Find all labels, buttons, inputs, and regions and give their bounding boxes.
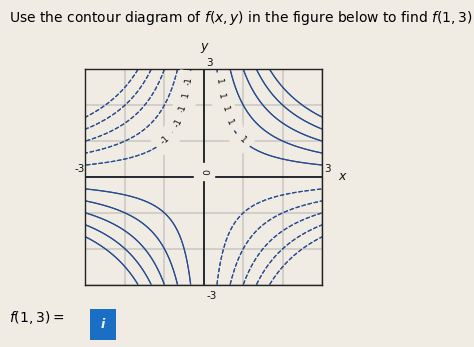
Text: -1: -1: [184, 76, 194, 87]
Text: -1: -1: [177, 103, 189, 115]
Text: 0: 0: [200, 169, 208, 175]
Text: 1: 1: [225, 118, 235, 127]
Text: 1: 1: [219, 105, 230, 113]
Text: x: x: [338, 170, 346, 184]
Text: Use the contour diagram of $f(x, y)$ in the figure below to find $f(1, 3)$.: Use the contour diagram of $f(x, y)$ in …: [9, 9, 474, 27]
Text: -3: -3: [207, 291, 217, 301]
Text: -1: -1: [181, 91, 191, 101]
Text: 3: 3: [207, 58, 213, 68]
Text: -1: -1: [172, 117, 184, 128]
Text: 1: 1: [214, 78, 224, 85]
Text: 1: 1: [216, 92, 227, 100]
Text: y: y: [200, 40, 208, 53]
Text: i: i: [101, 318, 105, 331]
Text: 1: 1: [237, 135, 248, 146]
Text: 3: 3: [324, 164, 331, 175]
Text: -1: -1: [159, 134, 172, 147]
Text: $f(1, 3) =$: $f(1, 3) =$: [9, 309, 65, 326]
Text: -3: -3: [75, 164, 85, 175]
